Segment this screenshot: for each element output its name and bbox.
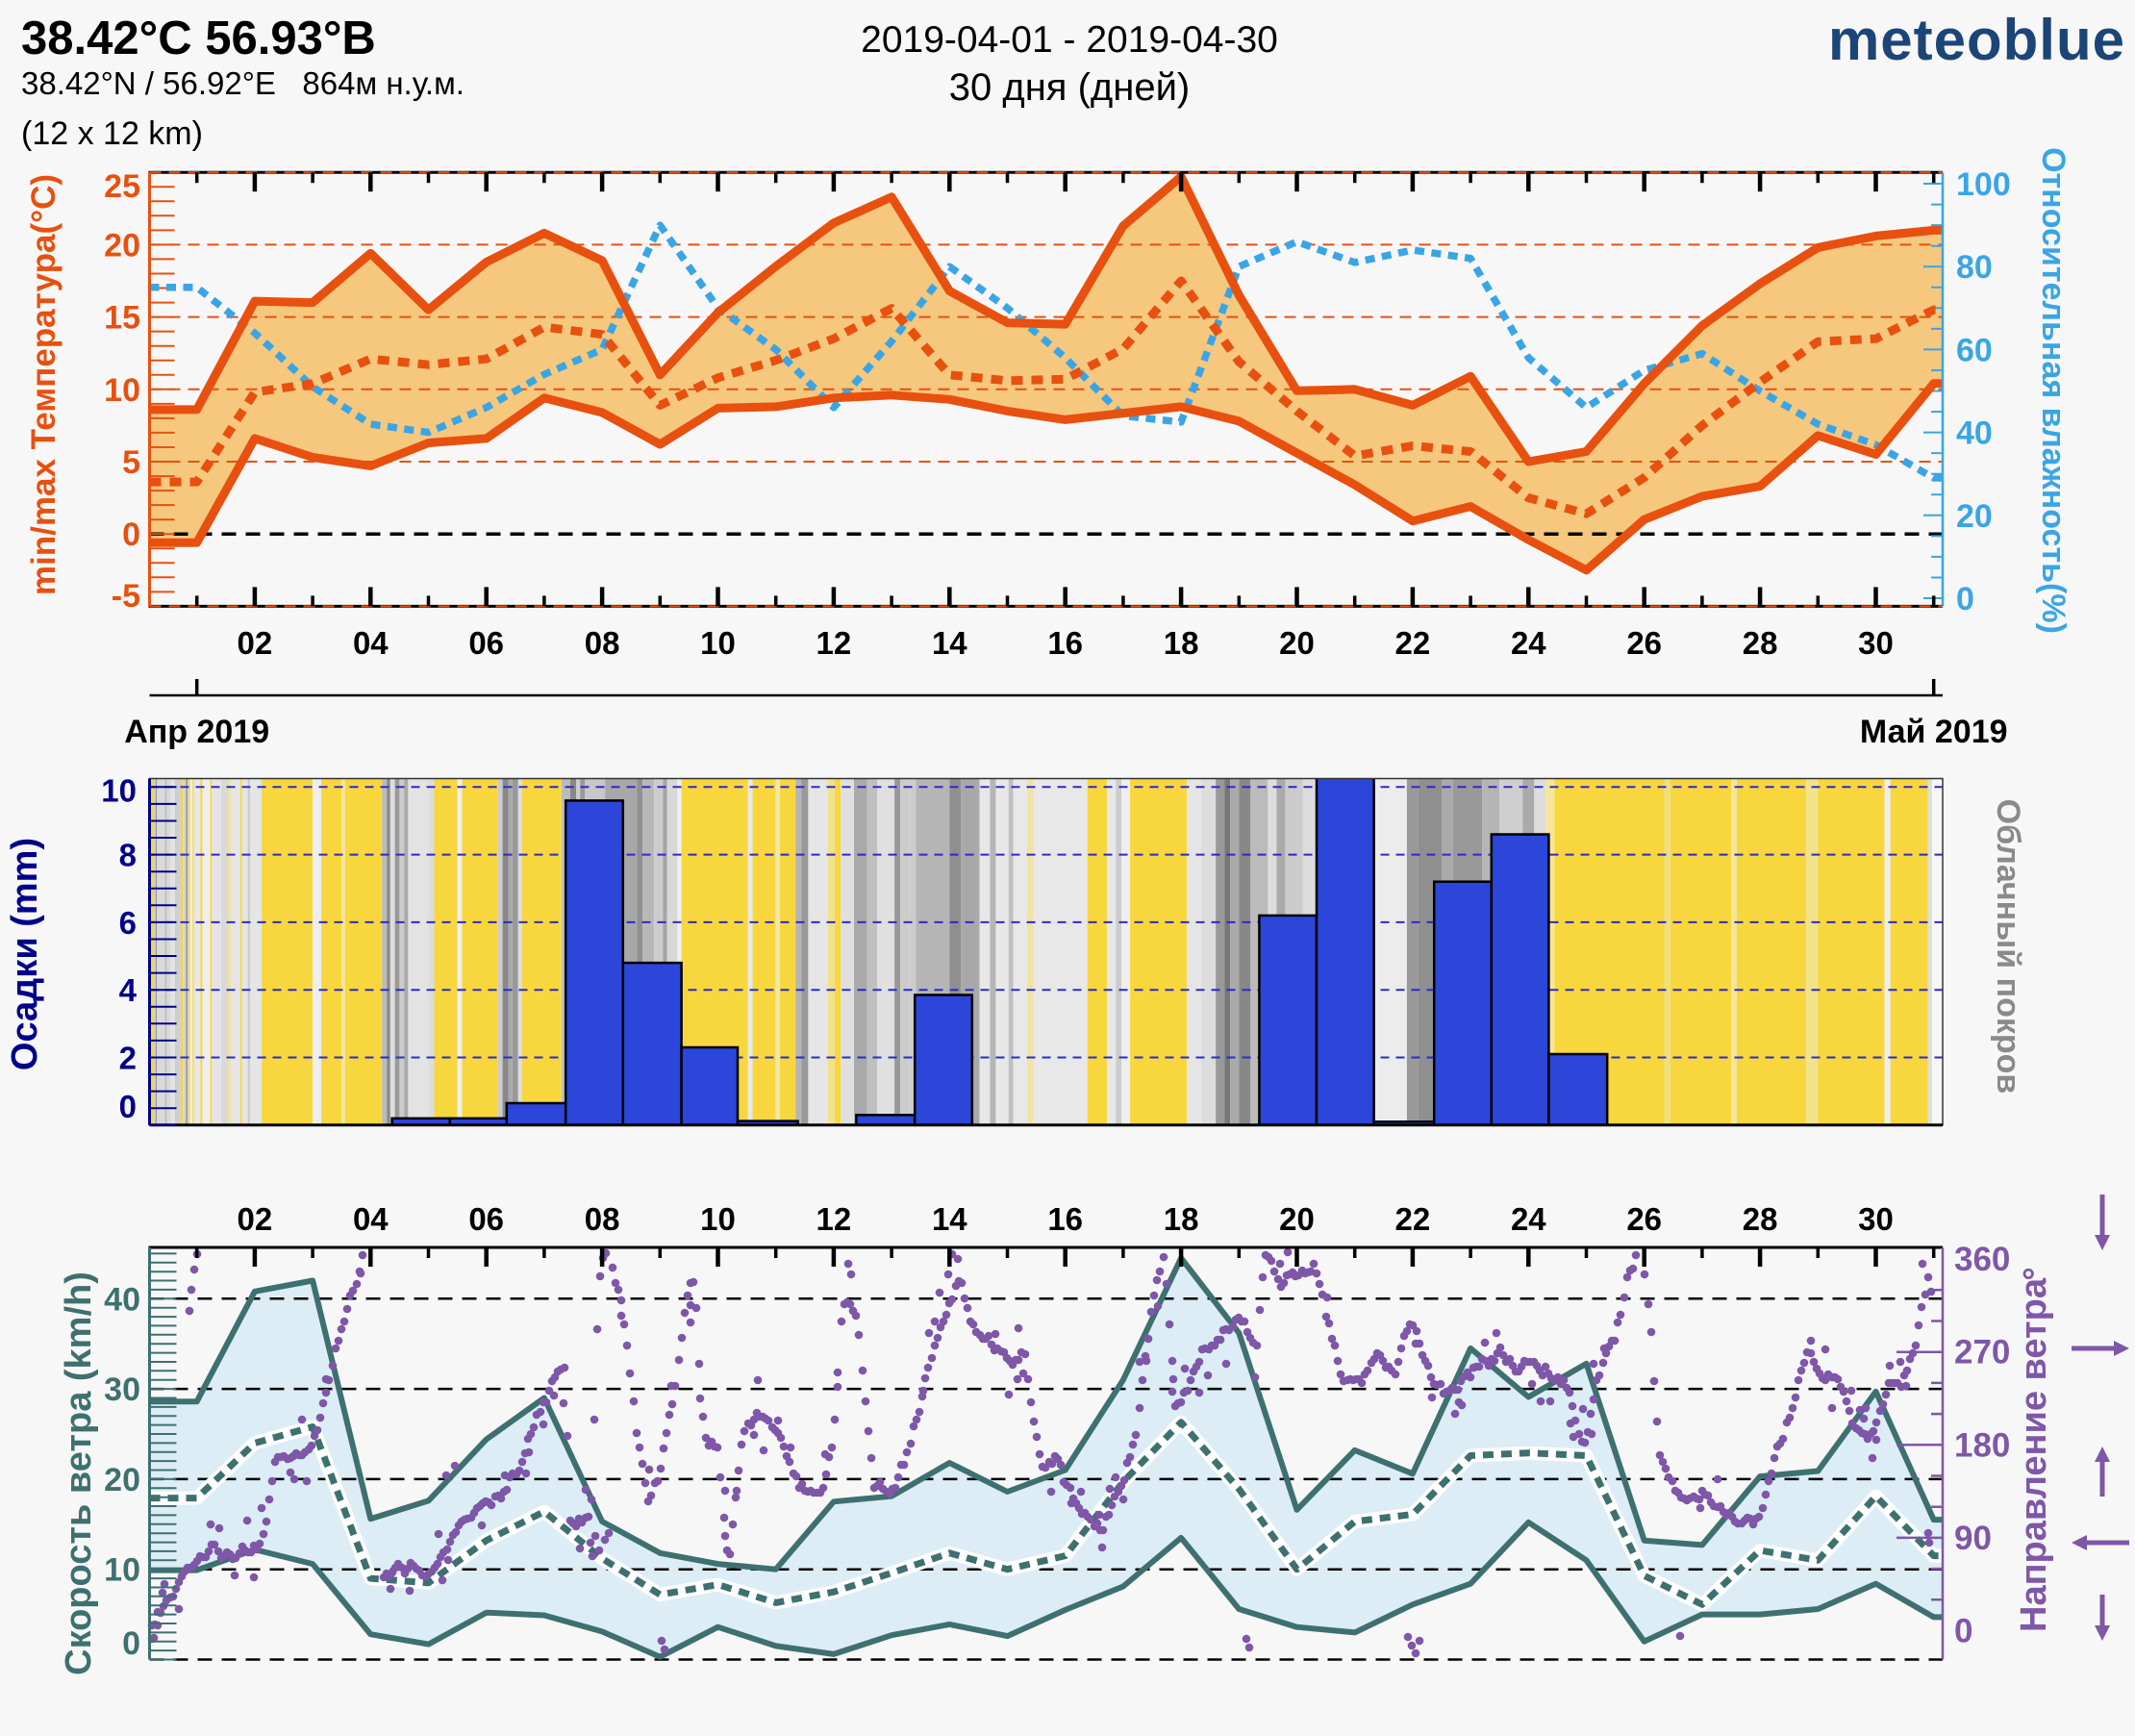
- svg-text:28: 28: [1743, 1201, 1778, 1237]
- svg-text:6: 6: [119, 905, 137, 941]
- svg-text:04: 04: [353, 1201, 389, 1237]
- svg-text:14: 14: [932, 625, 967, 661]
- svg-text:8: 8: [119, 838, 137, 873]
- svg-text:10: 10: [700, 625, 736, 661]
- svg-text:16: 16: [1047, 625, 1083, 661]
- svg-text:02: 02: [238, 625, 273, 661]
- svg-text:22: 22: [1395, 1201, 1431, 1237]
- svg-text:06: 06: [468, 1201, 504, 1237]
- svg-text:0: 0: [119, 1089, 137, 1124]
- svg-text:-5: -5: [112, 578, 140, 615]
- svg-text:15: 15: [104, 300, 140, 337]
- svg-text:20: 20: [104, 227, 140, 264]
- svg-text:Облачный покров: Облачный покров: [1990, 799, 2026, 1094]
- svg-text:meteoblue: meteoblue: [1828, 8, 2125, 72]
- svg-text:18: 18: [1164, 625, 1199, 661]
- svg-text:12: 12: [816, 625, 852, 661]
- svg-text:0: 0: [122, 1625, 140, 1662]
- svg-text:10: 10: [700, 1201, 736, 1237]
- svg-text:360: 360: [1954, 1241, 2010, 1278]
- svg-text:Направление ветра: Направление ветра: [2014, 1277, 2054, 1632]
- svg-text:4: 4: [119, 972, 138, 1008]
- svg-text:2019-04-01 - 2019-04-30: 2019-04-01 - 2019-04-30: [861, 19, 1278, 61]
- svg-text:20: 20: [104, 1462, 140, 1498]
- svg-text:Апр 2019: Апр 2019: [124, 714, 269, 750]
- svg-text:30: 30: [1858, 625, 1894, 661]
- svg-text:30 дня (дней): 30 дня (дней): [949, 66, 1190, 109]
- svg-text:24: 24: [1511, 1201, 1546, 1237]
- svg-text:18: 18: [1164, 1201, 1199, 1237]
- svg-text:38.42°N / 56.92°E 864м н.у.м: 38.42°N / 56.92°E 864м н.у.м.: [21, 65, 465, 101]
- svg-text:12: 12: [816, 1201, 852, 1237]
- svg-text:20: 20: [1956, 498, 1993, 535]
- svg-text:28: 28: [1743, 625, 1778, 661]
- svg-text:180: 180: [1954, 1426, 2010, 1464]
- svg-text:22: 22: [1395, 625, 1431, 661]
- svg-text:26: 26: [1626, 1201, 1662, 1237]
- svg-text:40: 40: [1956, 415, 1993, 452]
- svg-text:14: 14: [932, 1201, 967, 1237]
- svg-text:06: 06: [468, 625, 504, 661]
- svg-text:80: 80: [1956, 249, 1993, 286]
- svg-text:08: 08: [585, 625, 620, 661]
- svg-text:100: 100: [1956, 166, 2011, 203]
- svg-text:38.42°C 56.93°В: 38.42°C 56.93°В: [21, 13, 376, 64]
- svg-text:20: 20: [1279, 625, 1315, 661]
- svg-text:25: 25: [104, 168, 140, 205]
- svg-text:min/max Температура(°C): min/max Температура(°C): [25, 174, 63, 595]
- svg-text:26: 26: [1626, 625, 1662, 661]
- svg-text:40: 40: [104, 1281, 140, 1318]
- svg-text:270: 270: [1954, 1334, 2010, 1371]
- svg-text:0: 0: [1954, 1613, 1972, 1650]
- svg-text:Скорость ветра (km/h): Скорость ветра (km/h): [59, 1271, 99, 1675]
- svg-text:2: 2: [119, 1041, 137, 1076]
- svg-text:24: 24: [1511, 625, 1546, 661]
- svg-text:30: 30: [1858, 1201, 1894, 1237]
- svg-text:20: 20: [1279, 1201, 1315, 1237]
- svg-text:16: 16: [1047, 1201, 1083, 1237]
- svg-text:02: 02: [238, 1201, 273, 1237]
- svg-text:0: 0: [122, 516, 140, 553]
- svg-text:0: 0: [1956, 581, 1974, 617]
- svg-text:Май 2019: Май 2019: [1860, 714, 2008, 750]
- svg-text:5: 5: [122, 444, 140, 481]
- svg-text:10: 10: [104, 372, 140, 409]
- svg-text:30: 30: [104, 1371, 140, 1408]
- svg-text:90: 90: [1954, 1520, 1992, 1557]
- svg-text:Относительная влажность(%): Относительная влажность(%): [2035, 147, 2072, 634]
- svg-text:Осадки (mm): Осадки (mm): [5, 838, 45, 1070]
- svg-text:(12 x 12 km): (12 x 12 km): [21, 115, 203, 152]
- svg-text:04: 04: [353, 625, 389, 661]
- svg-text:08: 08: [585, 1201, 620, 1237]
- svg-text:10: 10: [101, 772, 137, 808]
- svg-text:10: 10: [104, 1552, 140, 1589]
- svg-text:°: °: [2022, 1261, 2035, 1300]
- svg-text:60: 60: [1956, 332, 1993, 368]
